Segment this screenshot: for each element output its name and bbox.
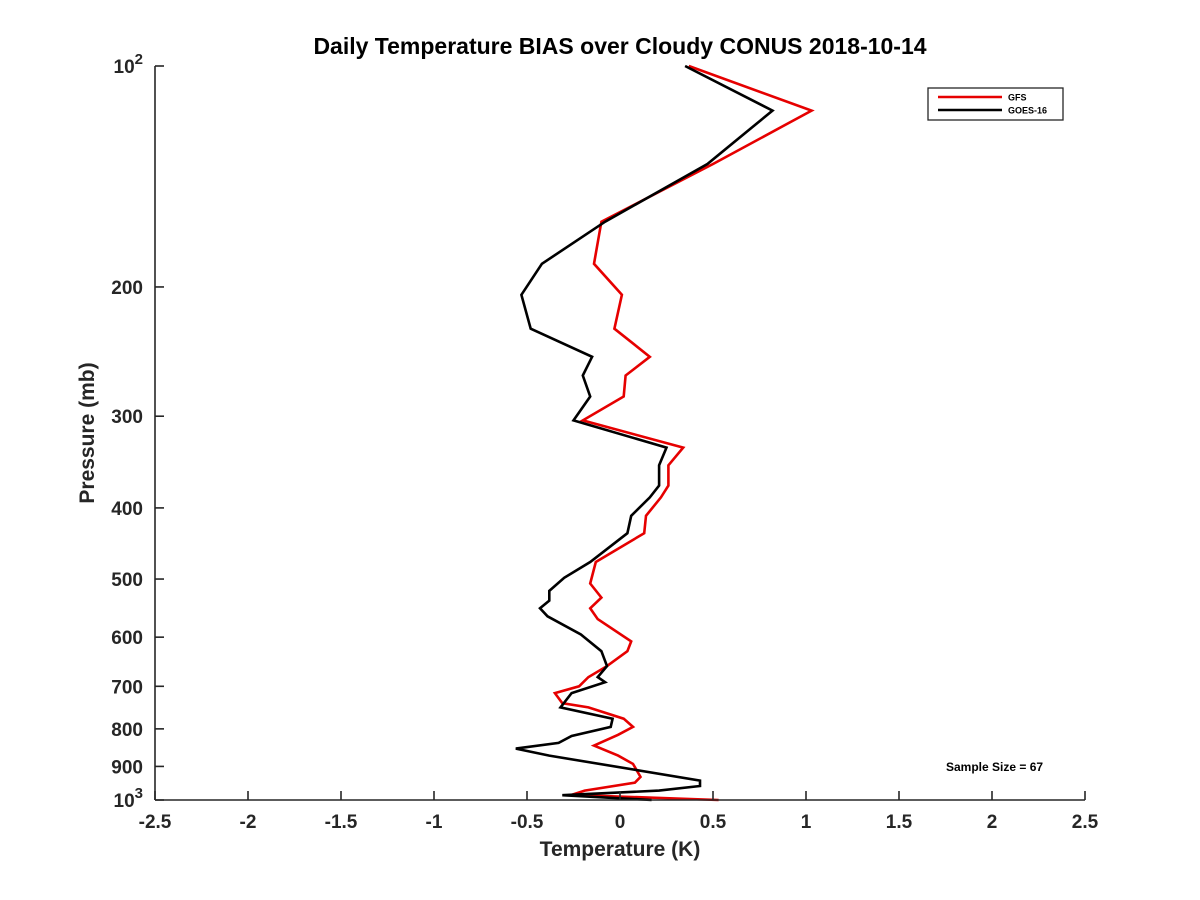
y-axis-label: Pressure (mb) [76,362,99,503]
x-ticks: -2.5 -2 -1.5 -1 -0.5 0 0.5 1 1.5 2 2.5 [139,791,1099,833]
y-tick-exponent: 3 [135,785,143,802]
series-layer [515,64,815,802]
x-tick-label: -2.5 [139,812,172,833]
legend-label-gfs: GFS [1008,93,1027,103]
x-axis-label: Temperature (K) [540,838,701,861]
legend-label-goes16: GOES-16 [1008,106,1047,116]
y-tick-exponent: 2 [135,51,143,68]
y-tick-label: 900 [111,757,143,778]
sample-size-annotation: Sample Size = 67 [946,760,1043,774]
x-tick-label: 0.5 [700,812,727,833]
x-tick-label: -2 [240,812,257,833]
x-tick-label: -1 [426,812,443,833]
series-line-gfs [552,64,815,802]
y-tick-label: 102 [114,51,143,78]
y-tick-label: 300 [111,407,143,428]
y-tick-label: 200 [111,278,143,299]
x-tick-label: 1 [801,812,812,833]
y-tick-label: 400 [111,499,143,520]
x-tick-label: 2 [987,812,998,833]
y-tick-base: 10 [114,791,135,812]
x-tick-label: -1.5 [325,812,358,833]
y-tick-label: 700 [111,677,143,698]
x-tick-label: 1.5 [886,812,913,833]
y-tick-base: 10 [114,57,135,78]
chart-title: Daily Temperature BIAS over Cloudy CONUS… [313,33,926,59]
legend-box [927,87,1064,121]
y-tick-label: 500 [111,570,143,591]
legend: GFS GOES-16 [927,87,1064,121]
x-tick-label: 0 [615,812,626,833]
x-tick-label: -0.5 [511,812,544,833]
y-tick-label: 103 [114,785,143,812]
series-line-goes16 [515,64,775,802]
y-tick-label: 600 [111,628,143,649]
y-tick-label: 800 [111,720,143,741]
x-tick-label: 2.5 [1072,812,1099,833]
